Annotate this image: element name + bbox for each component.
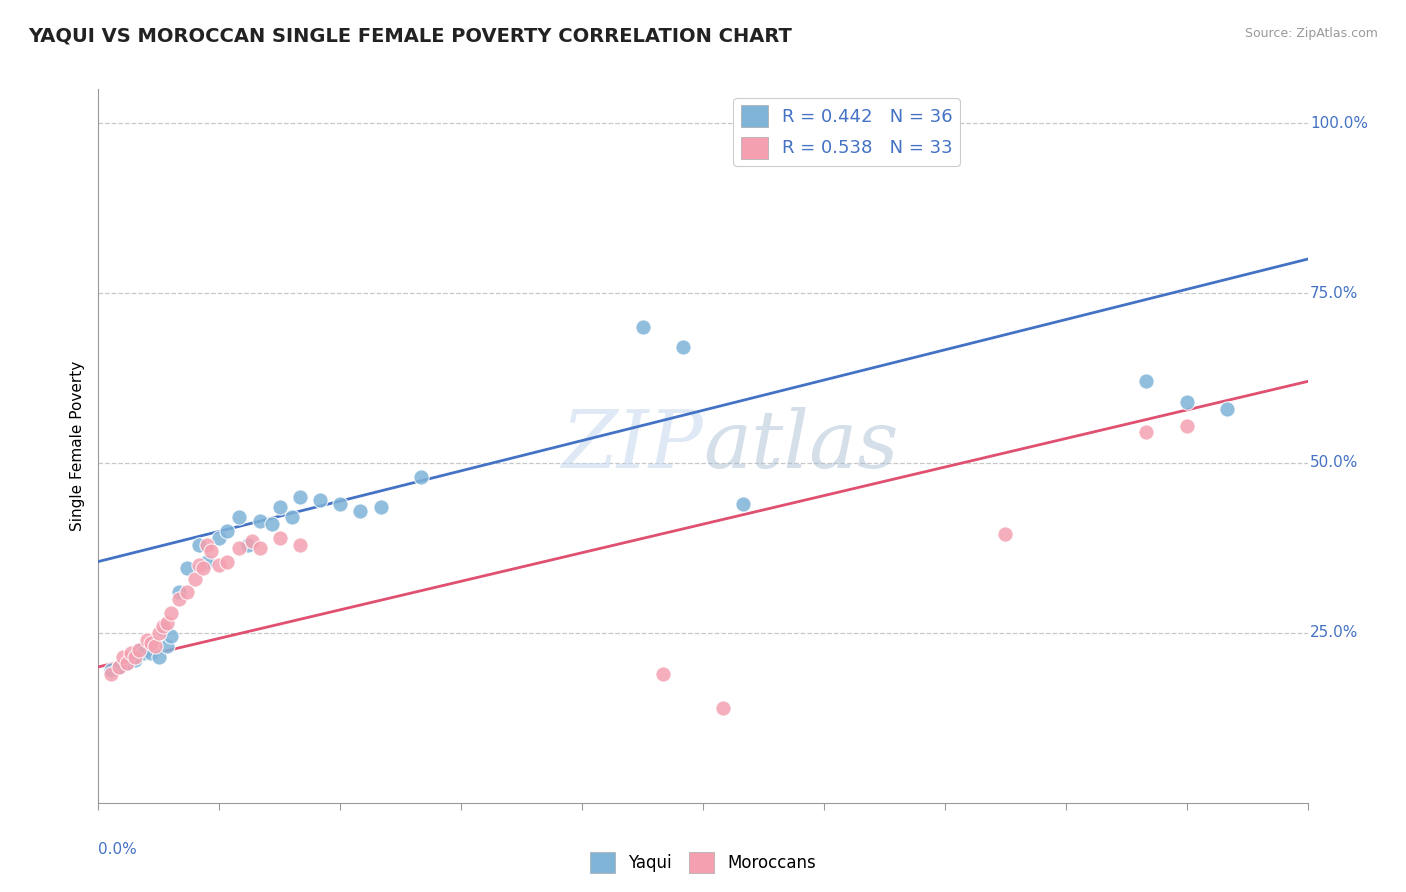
Point (115, 657, 138, 671)
Point (167, 585, 190, 599)
Point (200, 544, 222, 558)
Point (152, 619, 174, 633)
Y-axis label: Single Female Poverty: Single Female Poverty (70, 361, 86, 531)
Point (176, 561, 198, 575)
Point (100, 666, 122, 681)
Point (208, 531, 231, 545)
Point (193, 561, 215, 575)
Point (711, 700, 734, 714)
Point (217, 555, 239, 569)
Point (148, 649, 170, 664)
Point (651, 666, 673, 681)
Point (1135, 375, 1157, 389)
Point (167, 591, 190, 606)
Point (288, 537, 311, 551)
Point (176, 585, 198, 599)
Point (281, 510, 304, 524)
Point (309, 493, 332, 508)
Point (733, 497, 755, 511)
Point (195, 537, 218, 551)
Point (1135, 425, 1157, 440)
Point (100, 663, 122, 677)
Point (148, 626, 170, 640)
Point (208, 558, 231, 572)
Point (349, 503, 371, 517)
Point (128, 643, 150, 657)
Text: 25.0%: 25.0% (1310, 625, 1358, 640)
Point (160, 606, 183, 620)
Point (156, 640, 179, 654)
Point (249, 541, 271, 555)
Point (249, 514, 271, 528)
Text: YAQUI VS MOROCCAN SINGLE FEMALE POVERTY CORRELATION CHART: YAQUI VS MOROCCAN SINGLE FEMALE POVERTY … (28, 27, 792, 45)
Point (1216, 401, 1239, 416)
Point (115, 657, 138, 671)
Point (631, 320, 654, 334)
Point (188, 558, 211, 572)
Point (288, 490, 311, 504)
Point (120, 646, 142, 660)
Point (370, 500, 392, 515)
Point (111, 649, 134, 664)
Text: atlas: atlas (703, 408, 898, 484)
Point (132, 646, 155, 660)
Text: 0.0%: 0.0% (98, 842, 138, 857)
Point (329, 497, 352, 511)
Point (107, 660, 129, 674)
Point (124, 653, 146, 667)
Point (139, 636, 162, 650)
Point (672, 341, 695, 355)
Point (152, 623, 174, 637)
Point (135, 632, 157, 647)
Point (128, 643, 150, 657)
Point (124, 649, 146, 664)
Point (409, 469, 432, 483)
Text: ZIP: ZIP (561, 408, 703, 484)
Point (269, 531, 291, 545)
Point (260, 517, 283, 532)
Point (120, 649, 142, 664)
Text: 50.0%: 50.0% (1310, 456, 1358, 470)
Point (228, 541, 250, 555)
Point (994, 527, 1017, 541)
Point (143, 640, 166, 654)
Point (236, 537, 259, 551)
Point (1175, 394, 1198, 409)
Text: 100.0%: 100.0% (1310, 116, 1368, 131)
Point (139, 646, 162, 660)
Text: Source: ZipAtlas.com: Source: ZipAtlas.com (1244, 27, 1378, 40)
Point (160, 629, 183, 643)
Point (228, 510, 250, 524)
Point (1175, 418, 1198, 433)
Point (107, 660, 129, 674)
Point (195, 555, 218, 569)
Text: 75.0%: 75.0% (1310, 285, 1358, 301)
Point (269, 500, 291, 515)
Point (188, 537, 211, 551)
Point (240, 534, 263, 549)
Point (217, 524, 239, 538)
Legend: Yaqui, Moroccans: Yaqui, Moroccans (583, 846, 823, 880)
Legend: R = 0.442   N = 36, R = 0.538   N = 33: R = 0.442 N = 36, R = 0.538 N = 33 (734, 98, 960, 166)
Point (156, 615, 179, 630)
Point (184, 572, 207, 586)
